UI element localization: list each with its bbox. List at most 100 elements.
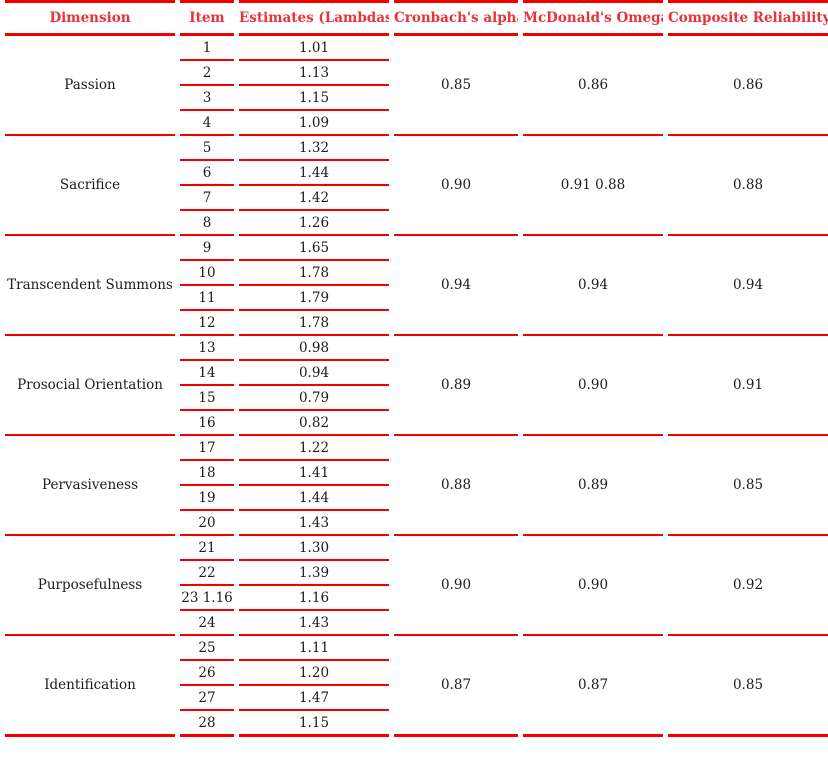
estimate-cell: 1.78 [239,261,389,286]
item-cell: 17 [180,436,234,461]
item-cell: 16 [180,411,234,436]
estimate-cell: 0.94 [239,361,389,386]
cronbach-alpha-cell: 0.87 [394,636,518,737]
item-cell: 22 [180,561,234,586]
item-cell: 23 1.16 [180,586,234,611]
header-mcdonald-omega: McDonald's Omega [523,0,663,36]
table-row: 27 1.47 [5,686,828,711]
composite-reliability-cell: 0.91 [668,336,828,436]
estimate-cell: 1.26 [239,211,389,236]
item-cell: 27 [180,686,234,711]
table-row: 11 1.79 [5,286,828,311]
item-cell: 19 [180,486,234,511]
table-row: 2 1.13 [5,61,828,86]
table-row: 16 0.82 [5,411,828,436]
header-dimension: Dimension [5,0,175,36]
table-row: 19 1.44 [5,486,828,511]
item-cell: 21 [180,536,234,561]
composite-reliability-cell: 0.86 [668,36,828,136]
item-cell: 7 [180,186,234,211]
dimension-cell: Passion [5,36,175,136]
table-row: Passion 1 1.01 0.85 0.86 0.86 [5,36,828,136]
item-cell: 1 [180,36,234,61]
table-row: Identification 25 1.11 0.87 0.87 0.85 [5,636,828,737]
table-row: 12 1.78 [5,311,828,336]
table-row: 4 1.09 [5,111,828,136]
mcdonald-omega-cell: 0.90 [523,536,663,636]
estimate-cell: 1.41 [239,461,389,486]
estimate-cell: 1.30 [239,536,389,561]
item-cell: 18 [180,461,234,486]
item-cell: 6 [180,161,234,186]
mcdonald-omega-cell: 0.90 [523,336,663,436]
header-estimates: Estimates (Lambdas) [239,0,389,36]
item-cell: 2 [180,61,234,86]
mcdonald-omega-cell: 0.86 [523,36,663,136]
estimate-cell: 1.20 [239,661,389,686]
table-row: 22 1.39 [5,561,828,586]
item-cell: 10 [180,261,234,286]
estimate-cell: 1.11 [239,636,389,661]
header-item: Item [180,0,234,36]
item-cell: 25 [180,636,234,661]
item-cell: 14 [180,361,234,386]
table-row: Pervasiveness 17 1.22 0.88 0.89 0.85 [5,436,828,536]
estimate-cell: 1.44 [239,486,389,511]
item-cell: 5 [180,136,234,161]
table-row: 18 1.41 [5,461,828,486]
mcdonald-omega-cell: 0.91 0.88 [523,136,663,236]
table-row: 10 1.78 [5,261,828,286]
estimate-cell: 1.79 [239,286,389,311]
estimate-cell: 1.32 [239,136,389,161]
estimate-cell: 1.65 [239,236,389,261]
table-row: 3 1.15 [5,86,828,111]
estimate-cell: 1.47 [239,686,389,711]
estimate-cell: 1.15 [239,711,389,737]
table-row: 23 1.16 1.16 [5,586,828,611]
estimate-cell: 1.43 [239,611,389,636]
item-cell: 4 [180,111,234,136]
table-row: 14 0.94 [5,361,828,386]
estimate-cell: 1.42 [239,186,389,211]
estimate-cell: 1.44 [239,161,389,186]
item-cell: 15 [180,386,234,411]
item-cell: 11 [180,286,234,311]
mcdonald-omega-cell: 0.94 [523,236,663,336]
header-cronbach-alpha: Cronbach's alpha [394,0,518,36]
item-cell: 9 [180,236,234,261]
table-row: 7 1.42 [5,186,828,211]
estimate-cell: 1.15 [239,86,389,111]
table-row: 8 1.26 [5,211,828,236]
estimate-cell: 1.22 [239,436,389,461]
table-row: 15 0.79 [5,386,828,411]
estimate-cell: 1.16 [239,586,389,611]
item-cell: 20 [180,511,234,536]
composite-reliability-cell: 0.92 [668,536,828,636]
table-row: 6 1.44 [5,161,828,186]
table-row: 24 1.43 [5,611,828,636]
item-cell: 24 [180,611,234,636]
cronbach-alpha-cell: 0.94 [394,236,518,336]
estimate-cell: 0.79 [239,386,389,411]
table-row: Sacrifice 5 1.32 0.90 0.91 0.88 0.88 [5,136,828,236]
item-cell: 26 [180,661,234,686]
item-cell: 12 [180,311,234,336]
dimension-cell: Transcendent Summons [5,236,175,336]
composite-reliability-cell: 0.85 [668,436,828,536]
dimension-cell: Purposefulness [5,536,175,636]
composite-reliability-cell: 0.85 [668,636,828,737]
estimate-cell: 1.13 [239,61,389,86]
cronbach-alpha-cell: 0.90 [394,536,518,636]
dimension-cell: Prosocial Orientation [5,336,175,436]
header-row: Dimension Item Estimates (Lambdas) Cronb… [5,0,828,36]
table-row: 20 1.43 [5,511,828,536]
estimate-cell: 1.39 [239,561,389,586]
estimate-cell: 1.43 [239,511,389,536]
estimate-cell: 1.01 [239,36,389,61]
item-cell: 28 [180,711,234,737]
dimension-cell: Identification [5,636,175,737]
header-composite-reliability: Composite Reliability [668,0,828,36]
dimension-cell: Pervasiveness [5,436,175,536]
estimate-cell: 0.98 [239,336,389,361]
